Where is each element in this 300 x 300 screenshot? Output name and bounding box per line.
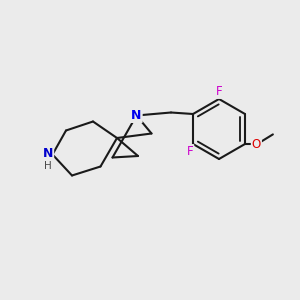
Text: F: F [187, 145, 193, 158]
Text: O: O [252, 137, 261, 151]
Text: N: N [131, 109, 142, 122]
Text: N: N [43, 146, 53, 160]
Text: F: F [216, 85, 222, 98]
Text: H: H [44, 161, 52, 171]
